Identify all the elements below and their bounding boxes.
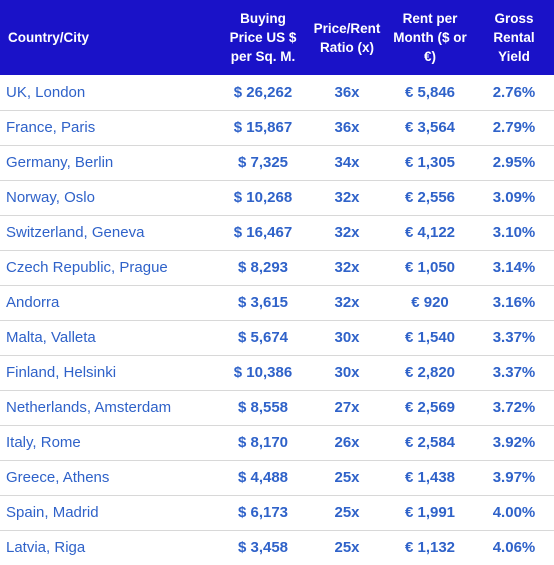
table-row: Spain, Madrid $ 6,173 25x € 1,991 4.00% [0,495,554,530]
cell-buying-price: $ 10,386 [233,364,293,381]
cell-country-city: Norway, Oslo [6,189,95,206]
cell-gross-rental-yield: 3.37% [492,364,536,381]
header-price-rent-ratio: Price/Rent Ratio (x) [313,20,381,55]
cell-buying-price: $ 8,558 [237,399,289,416]
cell-buying-price: $ 4,488 [237,469,289,486]
cell-country-city: Malta, Valleta [6,329,96,346]
table-row: UK, London $ 26,262 36x € 5,846 2.76% [0,75,554,110]
cell-buying-price: $ 8,170 [237,434,289,451]
cell-price-rent-ratio: 34x [334,154,360,171]
cell-rent-per-month: € 2,556 [404,189,456,206]
header-gross-rental-yield: Gross Rental Yield [493,11,535,64]
cell-buying-price: $ 3,615 [237,294,289,311]
table-row: Latvia, Riga $ 3,458 25x € 1,132 4.06% [0,530,554,565]
header-rent-per-month: Rent per Month ($ or €) [393,11,467,64]
cell-rent-per-month: € 1,540 [404,329,456,346]
table-row: Finland, Helsinki $ 10,386 30x € 2,820 3.37% [0,355,554,390]
table-row: Netherlands, Amsterdam $ 8,558 27x € 2,569 3… [0,390,554,425]
cell-rent-per-month: € 1,438 [404,469,456,486]
cell-gross-rental-yield: 4.06% [492,539,536,557]
table-header: Country/City Buying Price US $ per Sq. M… [0,0,554,75]
cell-gross-rental-yield: 3.10% [492,224,536,241]
cell-gross-rental-yield: 3.09% [492,189,536,206]
cell-rent-per-month: € 5,846 [404,83,456,101]
cell-gross-rental-yield: 2.76% [492,83,536,101]
cell-price-rent-ratio: 25x [334,504,360,521]
header-country-city: Country/City [8,30,89,45]
cell-gross-rental-yield: 4.00% [492,504,536,521]
cell-price-rent-ratio: 32x [334,259,360,276]
cell-country-city: Latvia, Riga [6,539,86,557]
table-row: Germany, Berlin $ 7,325 34x € 1,305 2.95% [0,145,554,180]
cell-buying-price: $ 15,867 [233,119,293,136]
cell-price-rent-ratio: 30x [334,329,360,346]
cell-buying-price: $ 5,674 [237,329,289,346]
table-row: Italy, Rome $ 8,170 26x € 2,584 3.92% [0,425,554,460]
cell-country-city: Germany, Berlin [6,154,114,171]
cell-buying-price: $ 16,467 [233,224,293,241]
table-row: Switzerland, Geneva $ 16,467 32x € 4,122 3.1… [0,215,554,250]
table-row: Greece, Athens $ 4,488 25x € 1,438 3.97% [0,460,554,495]
cell-buying-price: $ 7,325 [237,154,289,171]
cell-country-city: Italy, Rome [6,434,81,451]
cell-gross-rental-yield: 2.79% [492,119,536,136]
cell-country-city: Finland, Helsinki [6,364,117,381]
cell-country-city: Netherlands, Amsterdam [6,399,172,416]
cell-price-rent-ratio: 26x [334,434,360,451]
cell-gross-rental-yield: 3.14% [492,259,536,276]
cell-rent-per-month: € 2,820 [404,364,456,381]
cell-gross-rental-yield: 3.92% [492,434,536,451]
cell-gross-rental-yield: 3.37% [492,329,536,346]
cell-gross-rental-yield: 3.16% [492,294,536,311]
cell-rent-per-month: € 1,991 [404,504,456,521]
cell-country-city: Spain, Madrid [6,504,99,521]
cell-price-rent-ratio: 36x [334,119,360,136]
cell-rent-per-month: € 4,122 [404,224,456,241]
cell-price-rent-ratio: 32x [334,189,360,206]
table-row: Czech Republic, Prague $ 8,293 32x € 1,050 3… [0,250,554,285]
cell-country-city: UK, London [6,83,86,101]
table-row: Norway, Oslo $ 10,268 32x € 2,556 3.09% [0,180,554,215]
table-row: France, Paris $ 15,867 36x € 3,564 2.79% [0,110,554,145]
cell-price-rent-ratio: 32x [334,224,360,241]
cell-rent-per-month: € 920 [411,294,449,311]
table-row: Malta, Valleta $ 5,674 30x € 1,540 3.37% [0,320,554,355]
cell-country-city: France, Paris [6,119,96,136]
cell-rent-per-month: € 2,584 [404,434,456,451]
cell-price-rent-ratio: 27x [334,399,360,416]
header-row: Country/City Buying Price US $ per Sq. M… [0,0,554,75]
cell-rent-per-month: € 1,305 [404,154,456,171]
cell-buying-price: $ 6,173 [237,504,289,521]
cell-country-city: Greece, Athens [6,469,110,486]
cell-rent-per-month: € 2,569 [404,399,456,416]
cell-gross-rental-yield: 2.95% [492,154,536,171]
cell-price-rent-ratio: 25x [334,539,360,557]
cell-gross-rental-yield: 3.97% [492,469,536,486]
cell-country-city: Andorra [6,294,60,311]
cell-buying-price: $ 10,268 [233,189,293,206]
table-body: UK, London $ 26,262 36x € 5,846 2.76% France,… [0,75,554,565]
cell-country-city: Switzerland, Geneva [6,224,145,241]
cell-buying-price: $ 26,262 [233,83,293,101]
cell-price-rent-ratio: 32x [334,294,360,311]
cell-country-city: Czech Republic, Prague [6,259,168,276]
cell-price-rent-ratio: 25x [334,469,360,486]
table-row: Andorra $ 3,615 32x € 920 3.16% [0,285,554,320]
cell-buying-price: $ 3,458 [237,539,289,557]
cell-rent-per-month: € 1,132 [404,539,456,557]
cell-rent-per-month: € 1,050 [404,259,456,276]
cell-price-rent-ratio: 30x [334,364,360,381]
cell-price-rent-ratio: 36x [334,83,360,101]
header-buying-price: Buying Price US $ per Sq. M. [229,11,297,64]
cell-gross-rental-yield: 3.72% [492,399,536,416]
cell-buying-price: $ 8,293 [237,259,289,276]
cell-rent-per-month: € 3,564 [404,119,456,136]
